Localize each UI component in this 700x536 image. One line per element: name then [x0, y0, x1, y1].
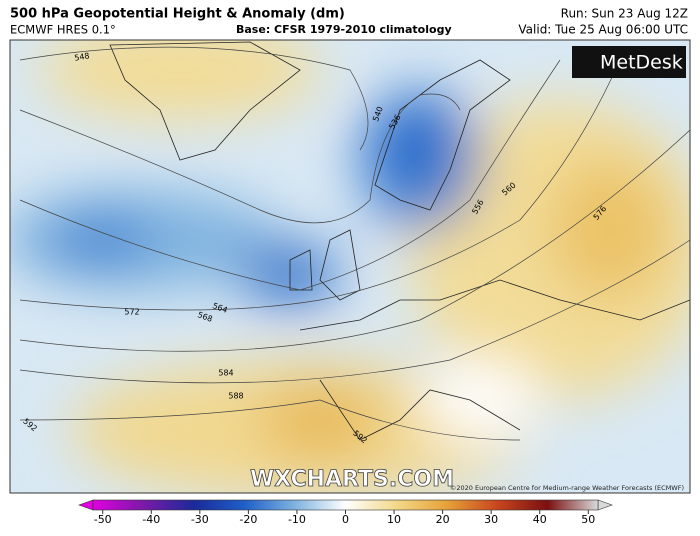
watermark: WXCHARTS.COM — [250, 467, 454, 492]
colorbar-tick-label: 40 — [533, 513, 547, 526]
colorbar — [92, 499, 599, 511]
colorbar-tick-label: 30 — [484, 513, 498, 526]
contour-label: 572 — [124, 308, 139, 317]
logo: MetDesk — [600, 52, 683, 74]
copyright: ©2020 European Centre for Medium-range W… — [450, 484, 684, 492]
contour-label: 588 — [228, 392, 243, 401]
title: 500 hPa Geopotential Height & Anomaly (d… — [10, 7, 345, 22]
contour-label: 548 — [74, 51, 91, 63]
colorbar-tick-label: 0 — [342, 513, 349, 526]
colorbar-max-arrow — [597, 499, 613, 511]
colorbar-tick-label: 10 — [387, 513, 401, 526]
logo-box — [572, 46, 686, 78]
colorbar-tick-label: 50 — [581, 513, 595, 526]
colorbar-min-arrow — [78, 499, 94, 511]
contour-label: 584 — [218, 369, 233, 378]
colorbar-tick-label: -40 — [142, 513, 160, 526]
valid: Valid: Tue 25 Aug 06:00 UTC — [518, 23, 688, 37]
colorbar-tick-label: 20 — [436, 513, 450, 526]
run: Run: Sun 23 Aug 12Z — [561, 7, 688, 21]
colorbar-tick-label: -10 — [288, 513, 306, 526]
colorbar-tick-label: -20 — [239, 513, 257, 526]
base: Base: CFSR 1979-2010 climatology — [236, 23, 452, 36]
colorbar-tick-label: -30 — [191, 513, 209, 526]
colorbar-tick-label: -50 — [94, 513, 112, 526]
model: ECMWF HRES 0.1° — [10, 23, 116, 37]
